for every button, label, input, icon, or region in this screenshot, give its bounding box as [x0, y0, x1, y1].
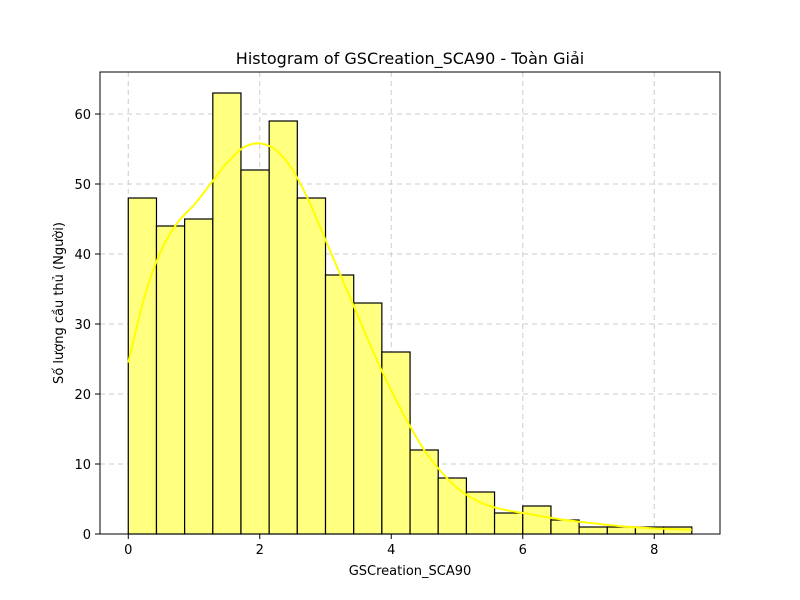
- y-tick-label: 10: [74, 458, 91, 473]
- histogram-bar: [324, 274, 355, 535]
- histogram-bar: [127, 197, 158, 535]
- y-tick-label: 60: [74, 108, 91, 123]
- y-tick-label: 30: [74, 318, 91, 333]
- kde-curve: [127, 142, 692, 531]
- ticks: 0 2 4 6 8 0 10 20 30 40 50 60: [74, 108, 658, 558]
- x-tick-label: 4: [387, 543, 395, 558]
- histogram-bar: [155, 225, 186, 535]
- histogram-bar: [493, 512, 524, 535]
- y-tick-label: 50: [74, 178, 91, 193]
- bars: [127, 92, 693, 535]
- histogram-bar: [268, 120, 298, 535]
- histogram-bar: [522, 505, 552, 535]
- histogram-bar: [465, 491, 496, 535]
- histogram-bar: [240, 169, 270, 535]
- histogram-bar: [212, 92, 242, 535]
- y-tick-label: 0: [83, 528, 91, 543]
- y-tick-label: 40: [74, 248, 91, 263]
- kde-line: [127, 142, 692, 531]
- plot-frame: [99, 71, 721, 535]
- chart-title: Histogram of GSCreation_SCA90 - Toàn Giả…: [236, 49, 584, 69]
- histogram-bar: [296, 197, 327, 535]
- histogram-bar: [578, 526, 608, 535]
- x-axis-title: GSCreation_SCA90: [349, 564, 472, 579]
- histogram-bar: [437, 477, 468, 535]
- y-tick-label: 20: [74, 388, 91, 403]
- histogram-bar: [184, 218, 214, 535]
- x-tick-label: 0: [124, 543, 132, 558]
- x-tick-label: 2: [256, 543, 264, 558]
- x-tick-label: 6: [519, 543, 527, 558]
- y-axis-title: Số lượng cầu thủ (Người): [52, 222, 67, 384]
- x-tick-label: 8: [650, 543, 658, 558]
